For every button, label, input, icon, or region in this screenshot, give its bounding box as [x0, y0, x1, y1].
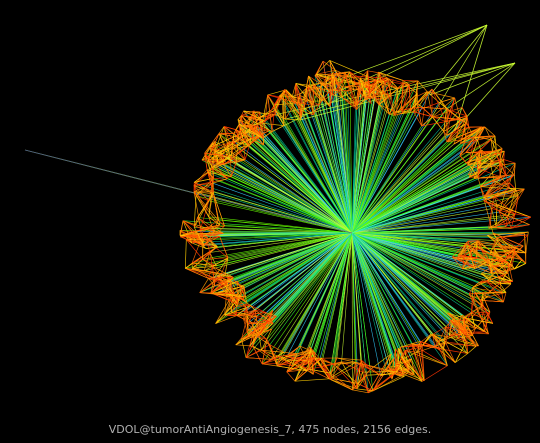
graph-caption: VDOL@tumorAntiAngiogenesis_7, 475 nodes,…	[108, 423, 432, 436]
cluster-edges	[179, 60, 531, 394]
hub-edges	[180, 60, 531, 393]
graph-view[interactable]	[0, 0, 540, 420]
